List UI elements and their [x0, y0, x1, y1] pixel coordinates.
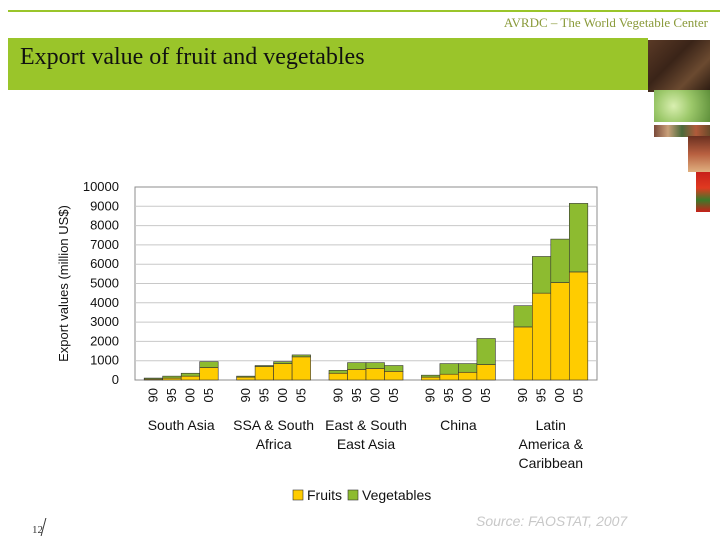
bar-vegetables	[291, 354, 311, 358]
y-tick-label: 6000	[90, 256, 119, 271]
group-label: South Asia	[148, 417, 215, 433]
bar-vegetables	[384, 365, 404, 372]
photo-cabbage-image	[654, 90, 710, 122]
x-tick-label: 05	[386, 388, 401, 402]
x-tick-label: 05	[571, 388, 586, 402]
bar-fruits	[273, 363, 293, 381]
group-label: Africa	[256, 436, 292, 452]
x-tick-label: 05	[201, 388, 216, 402]
y-tick-label: 8000	[90, 218, 119, 233]
x-tick-label: 90	[330, 388, 345, 402]
bar-vegetables	[162, 375, 182, 379]
bar-vegetables	[458, 363, 478, 373]
org-name: AVRDC – The World Vegetable Center	[503, 15, 708, 30]
y-tick-label: 5000	[90, 276, 119, 291]
x-tick-label: 00	[367, 388, 382, 402]
x-tick-label: 00	[275, 388, 290, 402]
x-tick-label: 05	[293, 388, 308, 402]
group-label: East Asia	[337, 436, 396, 452]
bar-vegetables	[143, 377, 163, 380]
bar-vegetables	[513, 305, 533, 328]
bar-vegetables	[328, 370, 348, 374]
x-tick-label: 00	[552, 388, 567, 402]
bar-vegetables	[476, 338, 496, 365]
x-tick-label: 90	[423, 388, 438, 402]
group-label: East & South	[325, 417, 407, 433]
bar-fruits	[439, 373, 459, 381]
group-label: Latin	[536, 417, 566, 433]
page-title: Export value of fruit and vegetables	[20, 44, 365, 70]
photo-children-image	[648, 40, 710, 92]
bar-vegetables	[568, 203, 589, 273]
x-tick-label: 95	[256, 388, 271, 402]
bar-vegetables	[439, 363, 459, 375]
bar-vegetables	[347, 362, 367, 370]
y-tick-label: 4000	[90, 295, 119, 310]
bar-fruits	[236, 376, 256, 381]
bar-vegetables	[550, 238, 570, 283]
photo-woman-image	[688, 136, 710, 172]
y-tick-label: 2000	[90, 333, 119, 348]
y-tick-label: 1000	[90, 353, 119, 368]
bar-vegetables	[180, 372, 200, 377]
bar-fruits	[421, 376, 441, 381]
bar-fruits	[328, 372, 348, 381]
x-tick-label: 90	[515, 388, 530, 402]
bar-vegetables	[254, 365, 274, 367]
group-label: SSA & South	[233, 417, 314, 433]
y-tick-label: 0	[112, 372, 119, 387]
x-tick-label: 95	[441, 388, 456, 402]
photo-tomatoes-image	[696, 172, 710, 212]
bar-vegetables	[421, 374, 441, 378]
title-bar	[8, 38, 648, 90]
legend-label-vegetables: Vegetables	[362, 487, 431, 503]
x-tick-label: 95	[164, 388, 179, 402]
y-tick-label: 7000	[90, 237, 119, 252]
x-tick-label: 05	[478, 388, 493, 402]
bar-fruits	[365, 368, 385, 381]
bar-vegetables	[199, 361, 219, 368]
page-number: 12	[32, 524, 43, 536]
x-tick-label: 95	[534, 388, 549, 402]
bar-fruits	[347, 369, 367, 381]
bar-fruits	[180, 375, 200, 381]
header-rule	[8, 10, 720, 12]
x-tick-label: 90	[145, 388, 160, 402]
bar-fruits	[291, 356, 311, 381]
y-tick-label: 10000	[83, 179, 119, 194]
y-axis-label: Export values (million US$)	[56, 205, 71, 362]
bar-vegetables	[365, 362, 385, 369]
photo-market-image	[654, 125, 710, 137]
bar-vegetables	[236, 375, 256, 378]
bar-fruits	[254, 366, 274, 381]
bar-fruits	[550, 282, 570, 381]
source-note: Source: FAOSTAT, 2007	[476, 513, 628, 529]
x-tick-label: 00	[460, 388, 475, 402]
y-tick-label: 3000	[90, 314, 119, 329]
bar-fruits	[476, 364, 496, 381]
x-tick-label: 90	[238, 388, 253, 402]
bar-fruits	[199, 367, 219, 381]
bar-vegetables	[531, 256, 552, 294]
bar-fruits	[384, 371, 404, 381]
legend-swatch-fruits	[292, 489, 304, 501]
bar-vegetables	[273, 361, 293, 364]
export-value-chart: 0100020003000400050006000700080009000100…	[56, 179, 598, 503]
x-tick-label: 95	[349, 388, 364, 402]
group-label: Caribbean	[518, 455, 583, 471]
y-tick-label: 9000	[90, 198, 119, 213]
legend-label-fruits: Fruits	[307, 487, 342, 503]
bar-fruits	[568, 271, 589, 381]
group-label: America &	[519, 436, 584, 452]
bar-fruits	[531, 292, 552, 381]
bar-fruits	[458, 371, 478, 381]
bar-fruits	[513, 326, 533, 381]
group-label: China	[440, 417, 477, 433]
x-tick-label: 00	[182, 388, 197, 402]
legend-swatch-vegetables	[347, 489, 359, 501]
